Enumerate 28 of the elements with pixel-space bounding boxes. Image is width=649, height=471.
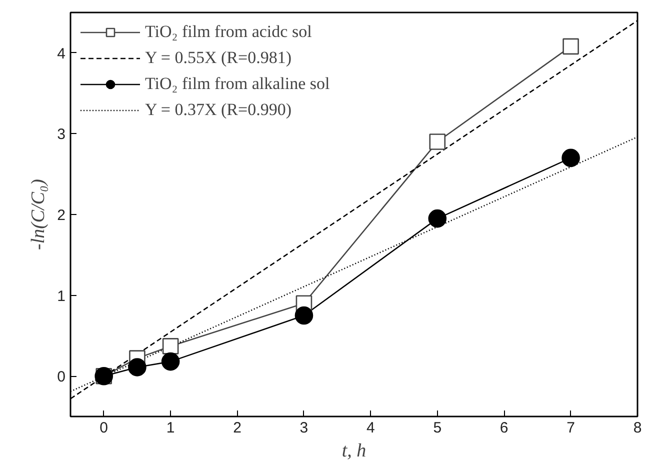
x-tick-label: 8 [633,420,642,436]
y-tick-label: 1 [57,288,66,305]
point [562,148,580,168]
point [429,134,446,150]
x-tick-label: 0 [100,420,108,436]
point [161,352,180,371]
point [128,358,146,376]
x-tick-label: 5 [433,420,442,436]
legend-label: Y = 0.37X (R=0.990) [145,100,292,120]
point [294,306,314,325]
legend-label: Y = 0.55X (R=0.981) [145,48,292,68]
x-tick-label: 2 [233,420,242,436]
point [162,338,179,354]
point [428,209,447,228]
point [562,38,579,55]
legend-label: TiO₂ film from alkaline sol [145,74,330,94]
x-tick-label: 7 [566,420,575,436]
x-tick-label: 3 [300,420,308,436]
y-axis-title: -ln(C/C₀) [28,178,50,250]
x-tick-label: 4 [366,420,375,436]
y-tick-label: 4 [57,45,66,62]
x-tick-label: 1 [166,420,175,436]
y-tick-label: 0 [57,368,66,386]
x-tick-label: 6 [500,420,508,436]
x-axis-title: t, h [342,440,366,462]
y-tick-label: 2 [57,207,66,224]
legend-label: TiO₂ film from acidc sol [145,22,312,42]
y-tick-label: 3 [57,126,66,144]
